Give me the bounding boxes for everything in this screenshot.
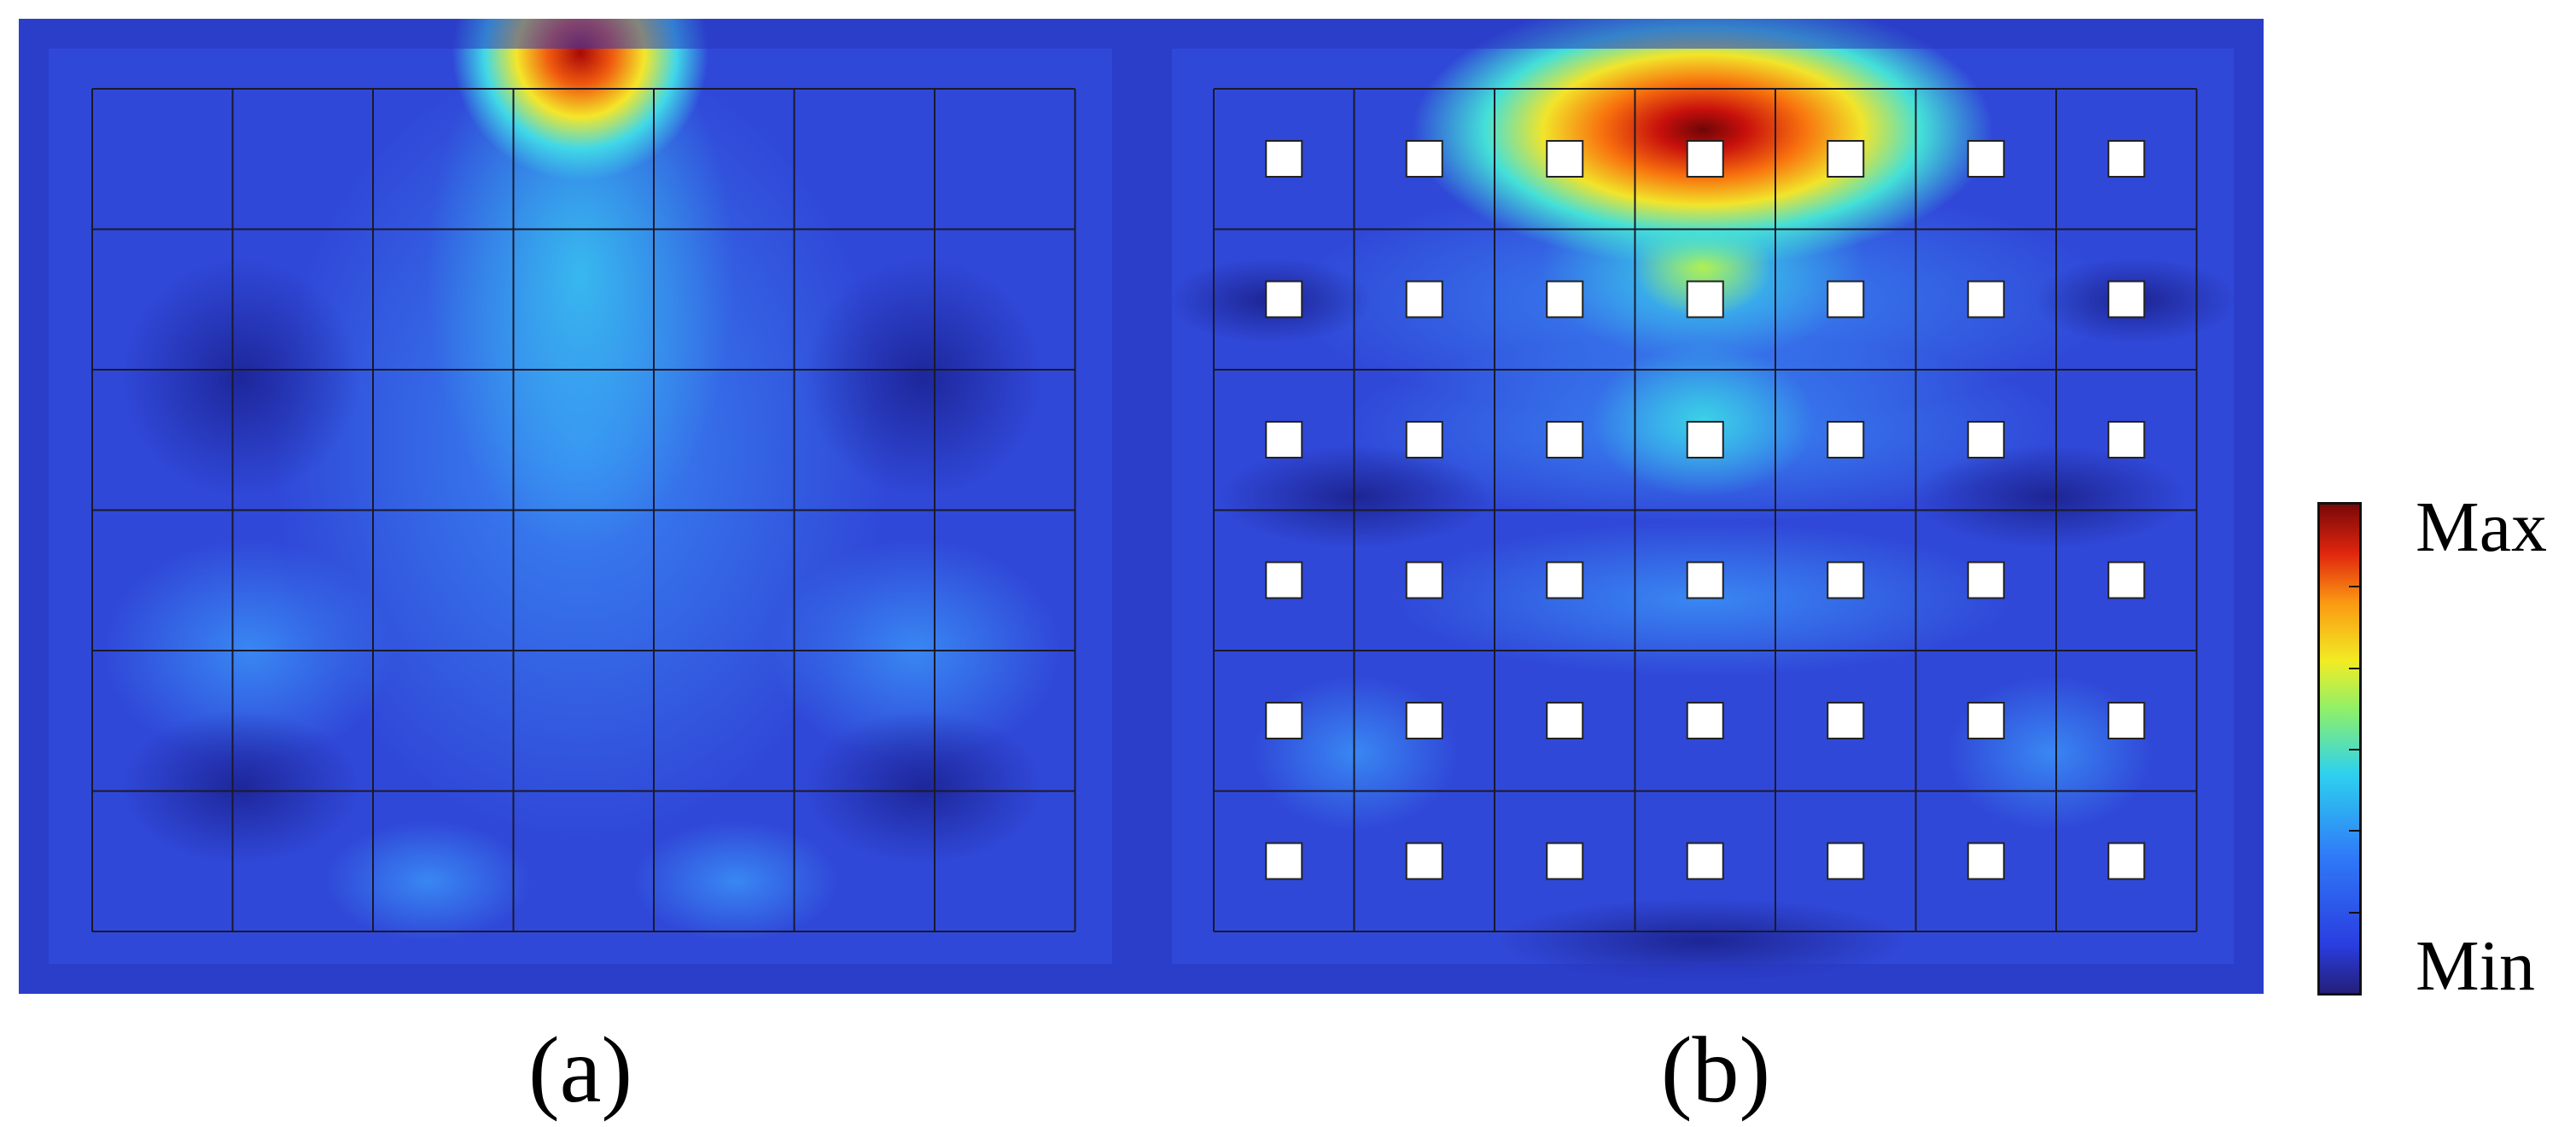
square-inclusion [2107,842,2146,880]
square-inclusion [1827,561,1865,599]
square-inclusion [1405,561,1443,599]
square-inclusion [1265,561,1303,599]
square-inclusion [2107,140,2146,178]
colorbar-min-label: Min [2416,926,2536,1006]
square-inclusion [1827,280,1865,318]
square-inclusion [1686,280,1724,318]
colorbar-tick [2349,749,2359,750]
field-map-b [1142,19,2264,994]
square-inclusion [1686,842,1724,880]
square-inclusion [1405,280,1443,318]
square-inclusion [2107,421,2146,458]
square-inclusion [1686,140,1724,178]
square-inclusion [1827,842,1865,880]
square-inclusion [1827,702,1865,739]
grid-lines-a [91,88,1076,932]
colorbar-tick [2349,586,2359,588]
square-inclusion [1967,280,2005,318]
square-inclusion [1546,421,1584,458]
square-inclusion [1827,421,1865,458]
square-inclusion [1686,561,1724,599]
colorbar-tick [2349,667,2359,669]
square-inclusion [1405,702,1443,739]
square-inclusion [1265,140,1303,178]
square-inclusion [1967,702,2005,739]
colorbar-max-label: Max [2416,488,2547,567]
square-inclusion [1265,280,1303,318]
square-inclusion [1546,702,1584,739]
square-inclusion [1546,140,1584,178]
square-inclusion [2107,702,2146,739]
square-inclusion [1546,280,1584,318]
square-inclusion [1405,842,1443,880]
field-map-a [19,19,1142,994]
square-inclusion [1686,702,1724,739]
square-inclusion [1265,421,1303,458]
square-inclusion [1405,140,1443,178]
colorbar [2317,502,2362,996]
square-inclusion [1827,140,1865,178]
field-panel-b [1142,19,2264,994]
square-inclusion [2107,561,2146,599]
square-inclusion [1967,842,2005,880]
square-inclusion [1265,842,1303,880]
square-inclusion [1967,140,2005,178]
square-inclusion [1265,702,1303,739]
square-inclusion [1967,421,2005,458]
square-inclusion [1546,842,1584,880]
field-panel-a [19,19,1142,994]
colorbar-tick [2349,911,2359,914]
square-inclusion [1686,421,1724,458]
panel-b-label: (b) [1660,1018,1771,1122]
square-inclusion [1546,561,1584,599]
square-inclusion [1405,421,1443,458]
panel-a-label: (a) [527,1018,633,1122]
square-inclusions [1265,140,2146,880]
grid-lines-b [1213,88,2198,932]
square-inclusion [2107,280,2146,318]
square-inclusion [1967,561,2005,599]
colorbar-tick [2349,830,2359,832]
